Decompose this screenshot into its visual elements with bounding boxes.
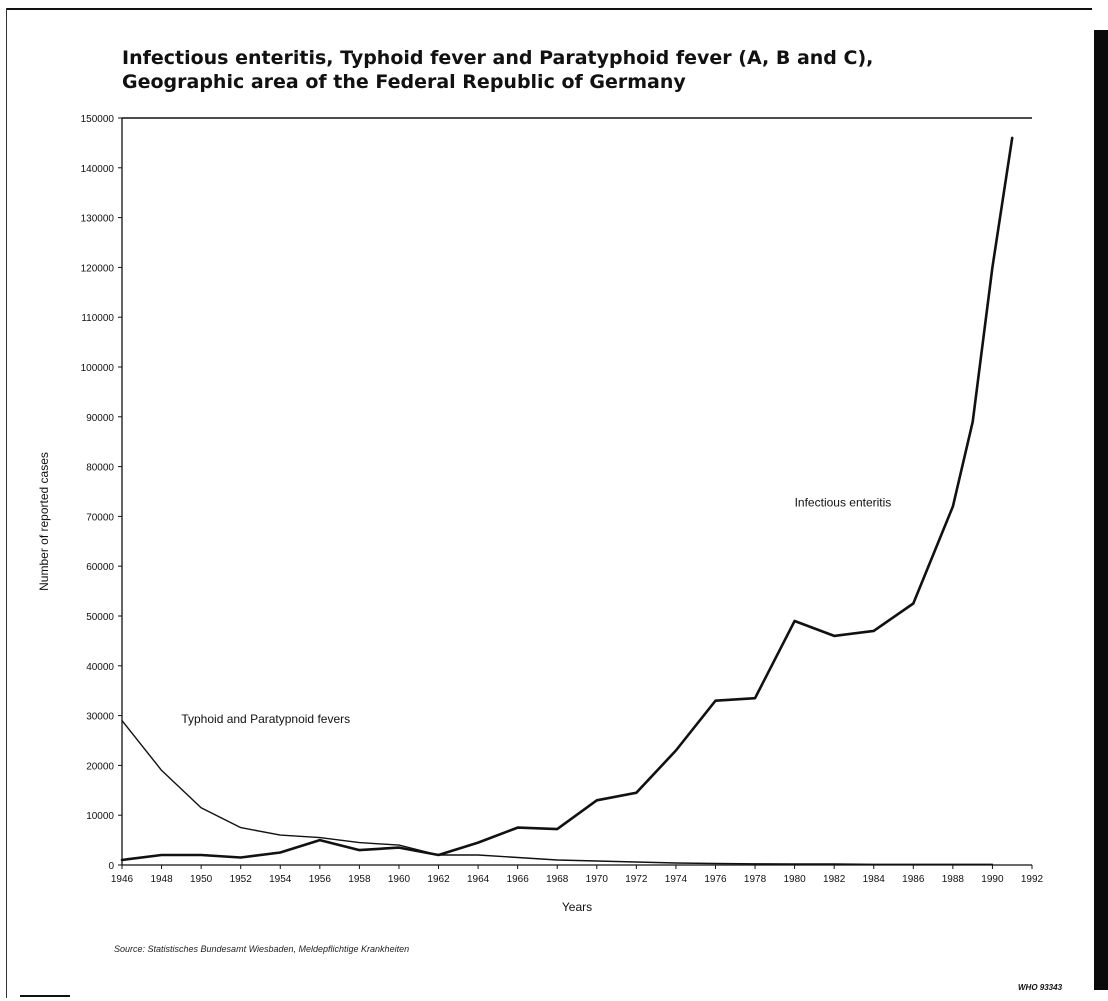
y-tick-label: 40000: [86, 662, 114, 673]
y-tick-label: 70000: [86, 512, 114, 523]
y-tick-label: 0: [108, 861, 114, 872]
chart-axes: 0 10000 20000 30000 40000 50000 60000 70000 8000…: [81, 114, 1044, 885]
x-tick-label: 1954: [269, 874, 292, 885]
scan-left-border: [6, 8, 7, 998]
x-tick-label: 1958: [348, 874, 371, 885]
y-tick-label: 10000: [86, 811, 114, 822]
chart-title: Infectious enteritis, Typhoid fever and …: [122, 46, 1042, 94]
scan-top-border: [6, 8, 1092, 10]
scan-right-gap: [1090, 30, 1094, 990]
scan-bottom-mark: [20, 995, 70, 997]
y-tick-label: 100000: [81, 363, 115, 374]
x-tick-label: 1968: [546, 874, 569, 885]
series-line-infectious-enteritis: [120, 136, 1014, 862]
y-axis-title: Number of reported cases: [37, 452, 51, 591]
x-tick-label: 1948: [150, 874, 173, 885]
x-tick-label: 1970: [586, 874, 609, 885]
x-tick-label: 1990: [981, 874, 1004, 885]
series-label-infectious-enteritis: Infectious enteritis: [795, 495, 892, 509]
y-tick-label: 60000: [86, 562, 114, 573]
chart-series: [120, 136, 1014, 865]
x-tick-label: 1966: [507, 874, 530, 885]
footer-code: WHO 93343: [1018, 983, 1063, 992]
x-tick-label: 1952: [230, 874, 253, 885]
x-axis-title: Years: [562, 900, 592, 914]
x-tick-label: 1950: [190, 874, 213, 885]
x-tick-label: 1976: [704, 874, 727, 885]
x-tick-label: 1978: [744, 874, 767, 885]
scan-right-edge: [1094, 30, 1108, 990]
chart-annotations: Infectious enteritis Typhoid and Paratypn…: [181, 495, 891, 726]
y-tick-label: 80000: [86, 463, 114, 474]
x-tick-label: 1974: [665, 874, 688, 885]
y-tick-label: 110000: [81, 313, 114, 324]
y-tick-label: 50000: [86, 612, 114, 623]
y-tick-label: 130000: [81, 214, 115, 225]
x-tick-label: 1980: [783, 874, 806, 885]
source-note: Source: Statistisches Bundesamt Wiesbade…: [114, 944, 410, 954]
series-line-typhoid-and-paratypnoid-fevers: [121, 719, 994, 865]
y-tick-label: 150000: [81, 114, 115, 125]
x-tick-label: 1984: [863, 874, 886, 885]
x-tick-label: 1960: [388, 874, 411, 885]
x-tick-label: 1972: [625, 874, 648, 885]
x-tick-label: 1988: [942, 874, 965, 885]
x-tick-label: 1956: [309, 874, 332, 885]
chart-title-line-1: Infectious enteritis, Typhoid fever and …: [122, 47, 874, 69]
x-tick-label: 1946: [111, 874, 134, 885]
y-tick-label: 140000: [81, 164, 115, 175]
chart-title-line-2: Geographic area of the Federal Republic …: [122, 71, 686, 93]
x-tick-label: 1992: [1021, 874, 1044, 885]
y-tick-label: 90000: [86, 413, 114, 424]
y-tick-label: 120000: [81, 263, 115, 274]
series-label-typhoid-and-paratypnoid-fevers: Typhoid and Paratypnoid fevers: [181, 712, 350, 726]
x-tick-label: 1962: [427, 874, 450, 885]
x-tick-label: 1982: [823, 874, 846, 885]
y-tick-label: 20000: [86, 761, 114, 772]
x-tick-label: 1964: [467, 874, 490, 885]
y-tick-label: 30000: [86, 712, 114, 723]
x-tick-label: 1986: [902, 874, 925, 885]
